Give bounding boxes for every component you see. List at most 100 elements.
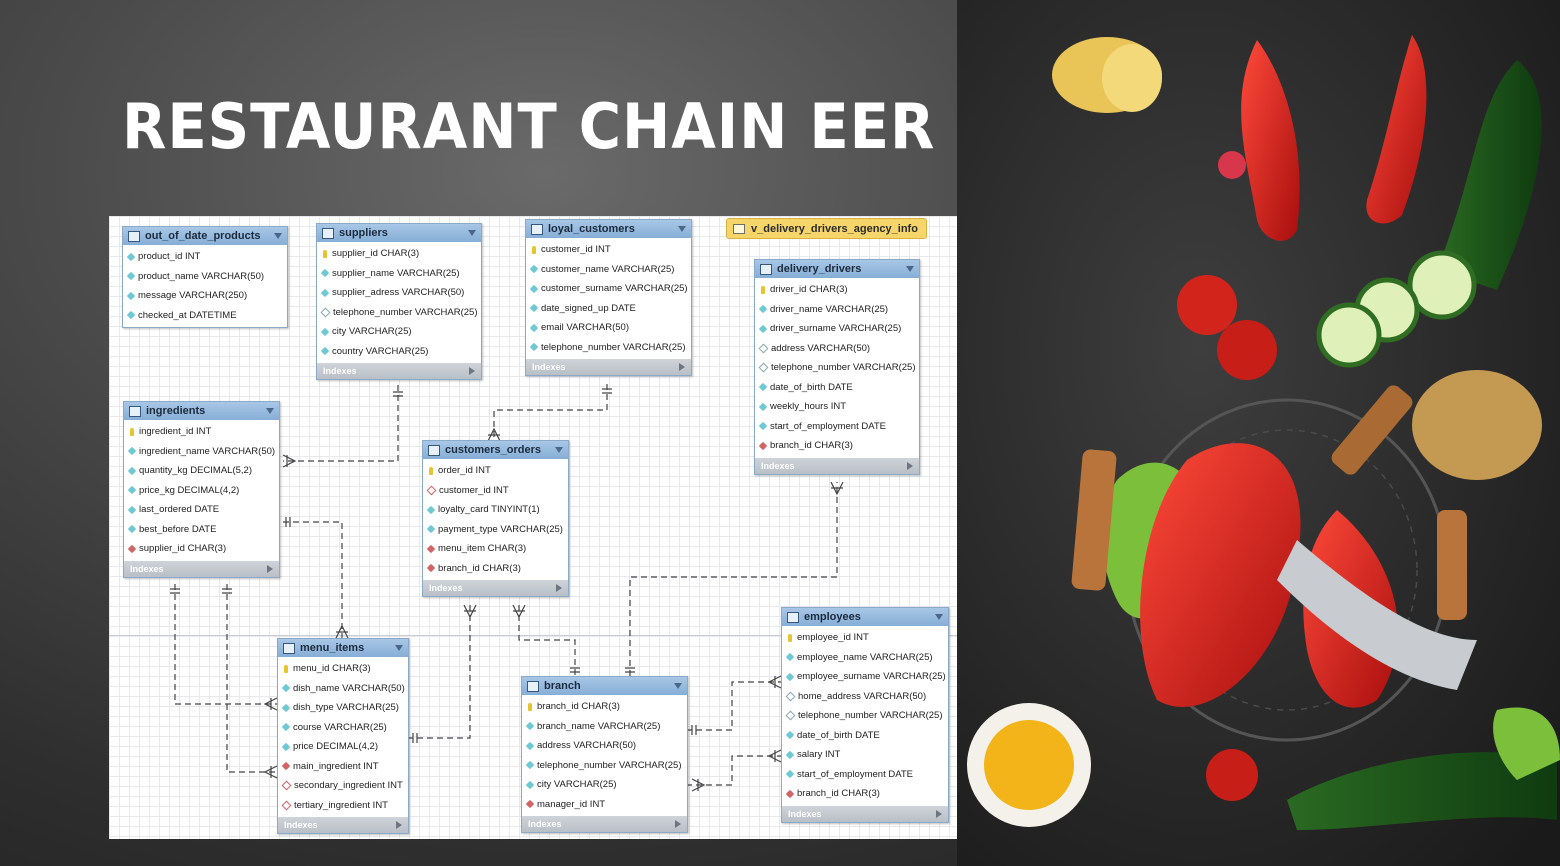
table-loyal-customers[interactable]: loyal_customers customer_id INT customer_n…: [525, 219, 692, 376]
chevron-down-icon[interactable]: [468, 230, 476, 236]
column-row[interactable]: driver_id CHAR(3): [755, 280, 919, 300]
column-row[interactable]: weekly_hours INT: [755, 397, 919, 417]
expand-arrow-icon[interactable]: [556, 584, 562, 592]
indexes-section[interactable]: Indexes: [522, 816, 687, 832]
column-row[interactable]: best_before DATE: [124, 520, 279, 540]
column-row[interactable]: city VARCHAR(25): [317, 322, 481, 342]
column-row[interactable]: supplier_adress VARCHAR(50): [317, 283, 481, 303]
column-row[interactable]: salary INT: [782, 745, 948, 765]
indexes-section[interactable]: Indexes: [423, 580, 568, 596]
table-branch[interactable]: branch branch_id CHAR(3) branch_name VARCH…: [521, 676, 688, 833]
column-row[interactable]: address VARCHAR(50): [522, 736, 687, 756]
column-row[interactable]: message VARCHAR(250): [123, 286, 287, 306]
column-row[interactable]: telephone_number VARCHAR(25): [755, 358, 919, 378]
chevron-down-icon[interactable]: [678, 226, 686, 232]
column-row[interactable]: telephone_number VARCHAR(25): [317, 303, 481, 323]
column-row[interactable]: tertiary_ingredient INT: [278, 796, 408, 816]
expand-arrow-icon[interactable]: [679, 363, 685, 371]
indexes-section[interactable]: Indexes: [782, 805, 948, 822]
column-row[interactable]: order_id INT: [423, 461, 568, 481]
view-v-delivery-drivers-agency-info[interactable]: v_delivery_drivers_agency_info: [726, 218, 927, 239]
column-row[interactable]: city VARCHAR(25): [522, 775, 687, 795]
column-row[interactable]: telephone_number VARCHAR(25): [782, 706, 948, 726]
column-row[interactable]: employee_surname VARCHAR(25): [782, 667, 948, 687]
table-header[interactable]: ingredients: [124, 402, 279, 420]
expand-arrow-icon[interactable]: [396, 821, 402, 829]
table-header[interactable]: out_of_date_products: [123, 227, 287, 245]
column-row[interactable]: branch_id CHAR(3): [423, 559, 568, 579]
table-suppliers[interactable]: suppliers supplier_id CHAR(3) supplier_nam…: [316, 223, 482, 380]
chevron-down-icon[interactable]: [555, 447, 563, 453]
column-row[interactable]: branch_id CHAR(3): [782, 784, 948, 804]
column-row[interactable]: menu_id CHAR(3): [278, 659, 408, 679]
indexes-section[interactable]: Indexes: [278, 817, 408, 833]
eer-diagram-canvas[interactable]: v_delivery_drivers_agency_info out_of_da…: [109, 216, 957, 839]
column-row[interactable]: start_of_employment DATE: [782, 765, 948, 785]
column-row[interactable]: dish_name VARCHAR(50): [278, 679, 408, 699]
column-row[interactable]: ingredient_name VARCHAR(50): [124, 442, 279, 462]
table-header[interactable]: branch: [522, 677, 687, 695]
table-out-of-date-products[interactable]: out_of_date_products product_id INT produc…: [122, 226, 288, 328]
column-row[interactable]: date_of_birth DATE: [755, 378, 919, 398]
column-row[interactable]: branch_id CHAR(3): [522, 697, 687, 717]
column-row[interactable]: start_of_employment DATE: [755, 417, 919, 437]
column-row[interactable]: ingredient_id INT: [124, 422, 279, 442]
column-row[interactable]: dish_type VARCHAR(25): [278, 698, 408, 718]
column-row[interactable]: payment_type VARCHAR(25): [423, 520, 568, 540]
column-row[interactable]: home_address VARCHAR(50): [782, 687, 948, 707]
table-header[interactable]: customers_orders: [423, 441, 568, 459]
column-row[interactable]: date_of_birth DATE: [782, 726, 948, 746]
expand-arrow-icon[interactable]: [675, 820, 681, 828]
column-row[interactable]: email VARCHAR(50): [526, 318, 691, 338]
table-header[interactable]: employees: [782, 608, 948, 626]
table-delivery-drivers[interactable]: delivery_drivers driver_id CHAR(3) driver_…: [754, 259, 920, 475]
column-row[interactable]: telephone_number VARCHAR(25): [526, 338, 691, 358]
column-row[interactable]: driver_name VARCHAR(25): [755, 300, 919, 320]
column-row[interactable]: supplier_id CHAR(3): [124, 539, 279, 559]
column-row[interactable]: checked_at DATETIME: [123, 306, 287, 326]
column-row[interactable]: price_kg DECIMAL(4,2): [124, 481, 279, 501]
indexes-section[interactable]: Indexes: [755, 457, 919, 474]
column-row[interactable]: date_signed_up DATE: [526, 299, 691, 319]
chevron-down-icon[interactable]: [935, 614, 943, 620]
column-row[interactable]: employee_id INT: [782, 628, 948, 648]
column-row[interactable]: product_id INT: [123, 247, 287, 267]
column-row[interactable]: employee_name VARCHAR(25): [782, 648, 948, 668]
table-menu-items[interactable]: menu_items menu_id CHAR(3) dish_name VARCH…: [277, 638, 409, 834]
chevron-down-icon[interactable]: [674, 683, 682, 689]
chevron-down-icon[interactable]: [906, 266, 914, 272]
column-row[interactable]: secondary_ingredient INT: [278, 776, 408, 796]
chevron-down-icon[interactable]: [266, 408, 274, 414]
table-header[interactable]: delivery_drivers: [755, 260, 919, 278]
expand-arrow-icon[interactable]: [936, 809, 942, 818]
table-header[interactable]: loyal_customers: [526, 220, 691, 238]
column-row[interactable]: price DECIMAL(4,2): [278, 737, 408, 757]
indexes-section[interactable]: Indexes: [526, 359, 691, 375]
chevron-down-icon[interactable]: [274, 233, 282, 239]
column-row[interactable]: loyalty_card TINYINT(1): [423, 500, 568, 520]
table-ingredients[interactable]: ingredients ingredient_id INT ingredient_n…: [123, 401, 280, 578]
column-row[interactable]: last_ordered DATE: [124, 500, 279, 520]
expand-arrow-icon[interactable]: [907, 461, 913, 470]
indexes-section[interactable]: Indexes: [124, 560, 279, 577]
expand-arrow-icon[interactable]: [469, 367, 475, 375]
column-row[interactable]: address VARCHAR(50): [755, 339, 919, 359]
column-row[interactable]: driver_surname VARCHAR(25): [755, 319, 919, 339]
table-customers-orders[interactable]: customers_orders order_id INT customer_id …: [422, 440, 569, 597]
column-row[interactable]: product_name VARCHAR(50): [123, 267, 287, 287]
table-employees[interactable]: employees employee_id INT employee_name VA…: [781, 607, 949, 823]
column-row[interactable]: supplier_name VARCHAR(25): [317, 264, 481, 284]
column-row[interactable]: course VARCHAR(25): [278, 718, 408, 738]
table-header[interactable]: menu_items: [278, 639, 408, 657]
column-row[interactable]: supplier_id CHAR(3): [317, 244, 481, 264]
column-row[interactable]: customer_id INT: [526, 240, 691, 260]
expand-arrow-icon[interactable]: [267, 564, 273, 573]
column-row[interactable]: branch_name VARCHAR(25): [522, 717, 687, 737]
column-row[interactable]: customer_name VARCHAR(25): [526, 260, 691, 280]
column-row[interactable]: country VARCHAR(25): [317, 342, 481, 362]
column-row[interactable]: main_ingredient INT: [278, 757, 408, 777]
chevron-down-icon[interactable]: [395, 645, 403, 651]
column-row[interactable]: customer_surname VARCHAR(25): [526, 279, 691, 299]
indexes-section[interactable]: Indexes: [317, 363, 481, 379]
table-header[interactable]: suppliers: [317, 224, 481, 242]
